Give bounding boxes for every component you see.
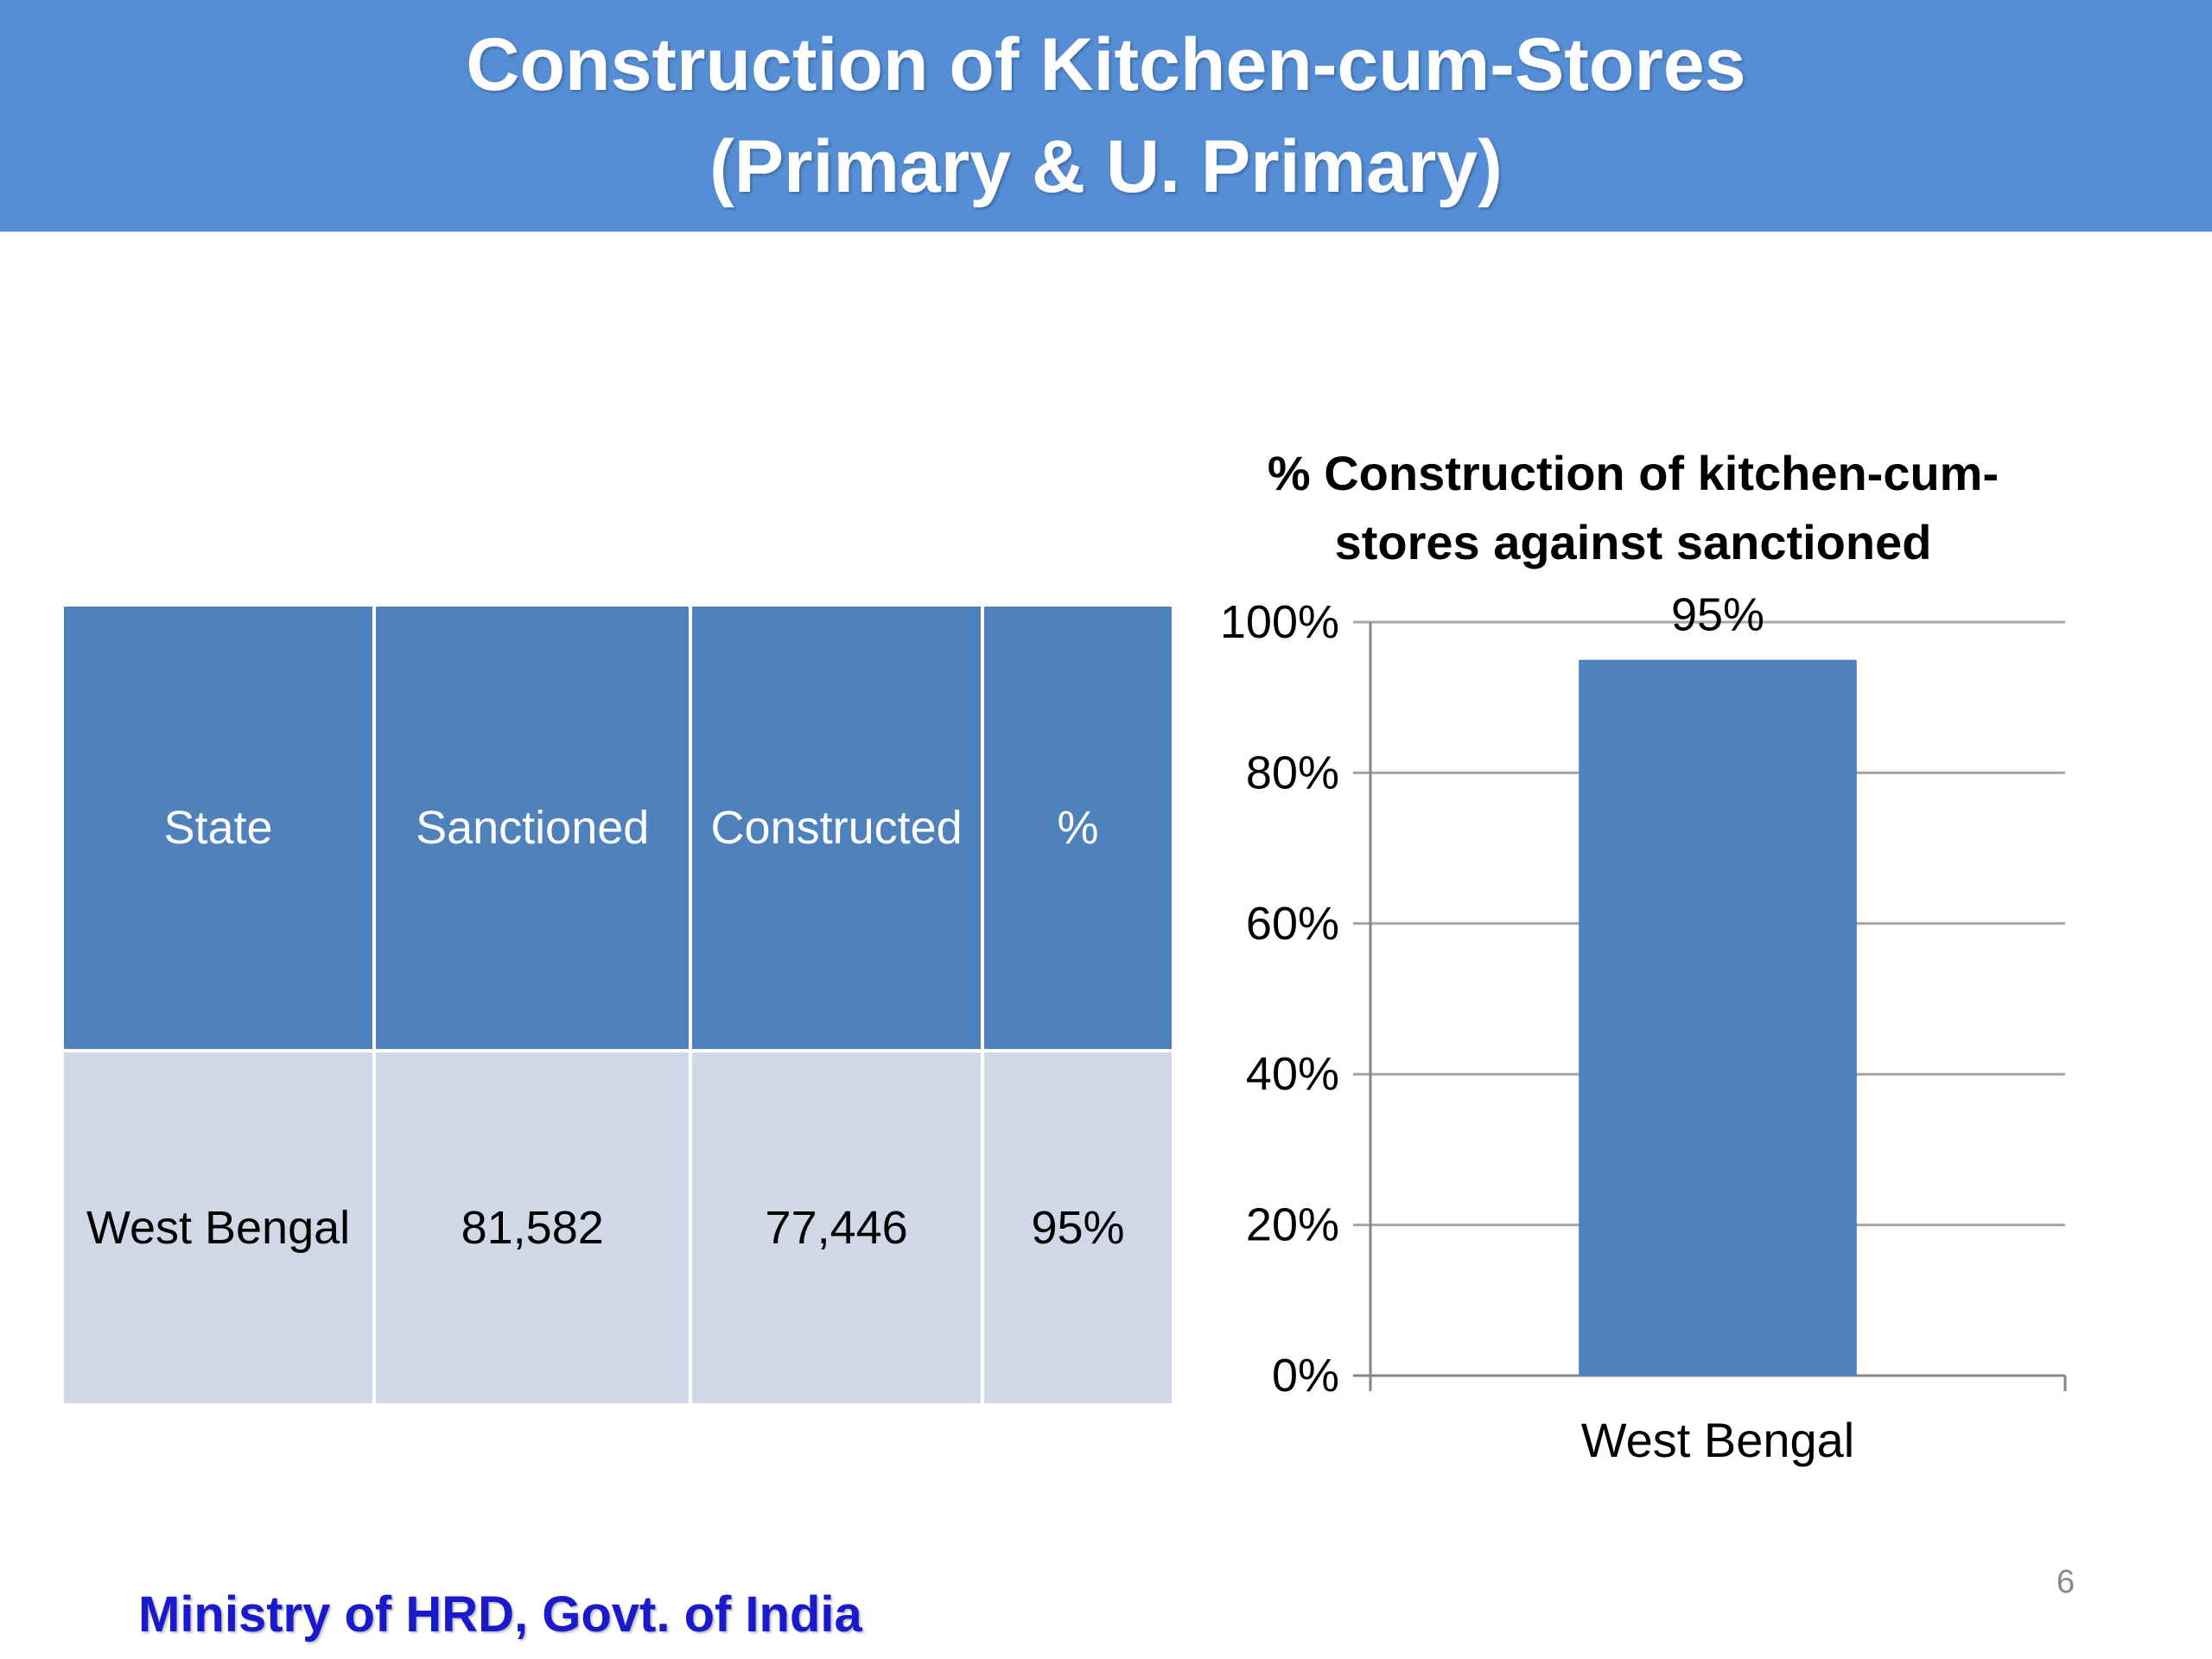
cell-state: West Bengal <box>60 1049 377 1407</box>
cell-percent: 95% <box>980 1049 1176 1407</box>
page-number: 6 <box>2056 1564 2075 1600</box>
y-tick-label: 20% <box>1246 1199 1339 1251</box>
bar <box>1579 659 1857 1376</box>
cell-constructed: 77,446 <box>689 1049 984 1407</box>
table-header-row: State Sanctioned Constructed % <box>60 603 1176 1052</box>
y-tick-label: 0% <box>1272 1350 1339 1402</box>
chart-title-line-1: % Construction of kitchen-cum- <box>1267 446 1999 500</box>
y-tick-label: 100% <box>1220 596 1339 648</box>
header-sanctioned: Sanctioned <box>372 603 693 1052</box>
slide-title-line-2: (Primary & U. Primary) <box>709 125 1503 208</box>
chart-title-line-2: stores against sanctioned <box>1334 515 1932 569</box>
data-label: 95% <box>1671 589 1764 641</box>
x-tick-label: West Bengal <box>1581 1413 1854 1467</box>
y-tick-label: 40% <box>1246 1048 1339 1100</box>
slide-title-line-1: Construction of Kitchen-cum-Stores <box>466 23 1746 106</box>
footer-ministry: Ministry of HRD, Govt. of India <box>138 1586 862 1643</box>
chart-title: % Construction of kitchen-cum- stores ag… <box>1244 439 2022 577</box>
data-table: State Sanctioned Constructed % West Beng… <box>60 603 1176 1407</box>
cell-sanctioned: 81,582 <box>372 1049 693 1407</box>
header-percent: % <box>980 603 1176 1052</box>
y-tick-label: 80% <box>1246 747 1339 798</box>
table-row: West Bengal 81,582 77,446 95% <box>60 1049 1176 1407</box>
y-tick-label: 60% <box>1246 898 1339 950</box>
header-state: State <box>60 603 377 1052</box>
header-constructed: Constructed <box>689 603 984 1052</box>
bar-chart: 0% 20% 40% 60% 80% 100% 95% West Bengal <box>1220 589 2067 1467</box>
title-bar: Construction of Kitchen-cum-Stores (Prim… <box>0 0 2212 232</box>
